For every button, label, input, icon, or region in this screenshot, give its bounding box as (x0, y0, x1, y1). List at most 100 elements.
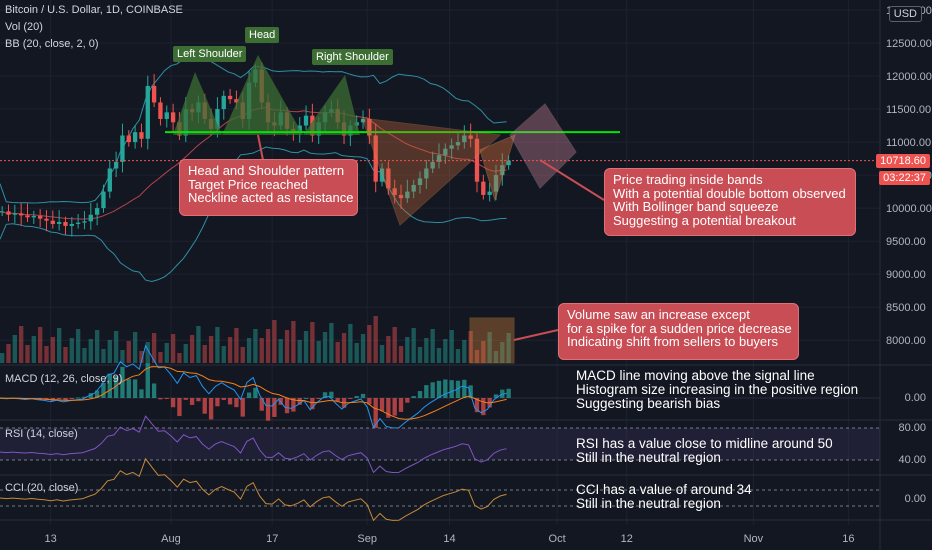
rsi-40-tag: 40.00 (898, 454, 926, 466)
time-tick-label: 12 (621, 533, 633, 545)
callout-pointer (257, 134, 264, 161)
macd-histogram-bar (259, 398, 264, 411)
macd-histogram-bar (158, 398, 163, 400)
price-tick-label: 9000.00 (886, 269, 926, 281)
price-tick-label: 9500.00 (886, 236, 926, 248)
macd-histogram-bar (329, 391, 334, 398)
volume-bar (398, 346, 404, 363)
macd-histogram-bar (398, 398, 404, 412)
candle-body (487, 191, 492, 195)
macd-histogram-bar (493, 394, 499, 398)
candle-body (18, 213, 24, 216)
volume-highlight (469, 317, 515, 364)
volume-bar (316, 341, 321, 363)
volume-bar (348, 324, 353, 363)
callout-line: Suggesting a potential breakout (613, 212, 796, 228)
macd-histogram-bar (88, 393, 93, 398)
callout-line: for a spike for a sudden price decrease (567, 320, 792, 336)
volume-bar (113, 331, 119, 363)
macd-histogram-bar (221, 398, 226, 401)
macd-histogram-bar (145, 363, 150, 398)
price-tick-label: 8500.00 (886, 302, 926, 314)
macd-histogram-bar (240, 398, 245, 417)
candle-body (170, 112, 176, 123)
cci-zero-tag: 0.00 (904, 493, 926, 505)
candle-body (455, 142, 461, 146)
macd-histogram-bar (424, 385, 429, 398)
callout-line: With a potential double bottom observed (613, 185, 846, 201)
candle-body (221, 95, 226, 110)
macd-histogram-bar (170, 398, 176, 408)
macd-note: MACD line moving above the signal line H… (576, 369, 858, 411)
volume-bar (367, 325, 372, 363)
time-tick-label: 16 (842, 533, 854, 545)
volume-bar (310, 322, 315, 363)
candle-body (297, 125, 302, 133)
volume-bar (151, 333, 157, 363)
volume-bar (215, 327, 220, 363)
macd-histogram-bar (316, 398, 321, 399)
currency-button[interactable]: USD (888, 6, 922, 22)
volume-bar (297, 340, 302, 363)
candle-body (424, 168, 429, 179)
candle-body (120, 135, 125, 162)
volume-bar (18, 326, 24, 363)
macd-histogram-bar (265, 398, 271, 421)
callout-line: Target Price reached (188, 176, 308, 192)
macd-histogram-bar (94, 390, 100, 398)
macd-histogram-bar (443, 379, 448, 398)
volume-bar (430, 329, 435, 363)
macd-histogram-bar (69, 398, 74, 399)
macd-histogram-bar (132, 379, 138, 398)
price-tick-label: 10000.00 (886, 203, 932, 215)
note-line: Histogram size increasing in the positiv… (576, 382, 859, 397)
callout-line: Head and Shoulder pattern (188, 163, 345, 178)
macd-histogram-bar (139, 389, 144, 398)
volume-bar (253, 329, 258, 363)
macd-histogram-bar (335, 398, 340, 402)
macd-histogram-bar (107, 373, 112, 398)
rsi-band (0, 428, 880, 460)
volume-bar (88, 339, 93, 363)
volume-bar (221, 346, 226, 363)
macd-histogram-bar (253, 387, 258, 398)
volume-bar (272, 320, 277, 363)
macd-histogram-bar (310, 398, 315, 410)
candle-body (44, 218, 49, 221)
macd-histogram-bar (474, 398, 480, 413)
volume-bar (335, 342, 340, 363)
volume-bar (31, 336, 36, 363)
countdown-tag: 03:22:37 (879, 171, 930, 185)
volume-bar (392, 327, 397, 363)
volume-callout: Volume saw an increase except for a spik… (558, 303, 799, 360)
callout-pointer (539, 159, 605, 201)
macd-histogram-bar (101, 382, 106, 398)
macd-histogram-bar (436, 380, 442, 398)
macd-histogram-bar (208, 398, 214, 420)
time-tick-label: Oct (549, 533, 566, 545)
volume-bar (44, 346, 49, 363)
candle-body (31, 216, 36, 218)
candle-body (379, 168, 385, 182)
macd-histogram-bar (430, 382, 435, 398)
left-shoulder-label: Left Shoulder (173, 46, 247, 62)
macd-histogram-bar (63, 398, 68, 401)
candle-body (411, 185, 416, 192)
macd-histogram-bar (468, 385, 473, 398)
candle-body (6, 211, 11, 215)
volume-bar (208, 336, 214, 363)
rsi-legend: RSI (14, close) (5, 428, 78, 440)
volume-bar (474, 350, 480, 363)
candle-body (493, 175, 499, 192)
rsi-note: RSI has a value close to midline around … (576, 437, 833, 465)
volume-bar (196, 326, 201, 363)
volume-bar (443, 339, 448, 363)
volume-bar (183, 344, 188, 363)
volume-bar (360, 334, 366, 363)
volume-bar (386, 336, 391, 363)
candle-body (126, 135, 131, 143)
macd-histogram-bar (291, 398, 296, 412)
macd-histogram-bar (303, 397, 309, 399)
candle-body (436, 155, 442, 162)
